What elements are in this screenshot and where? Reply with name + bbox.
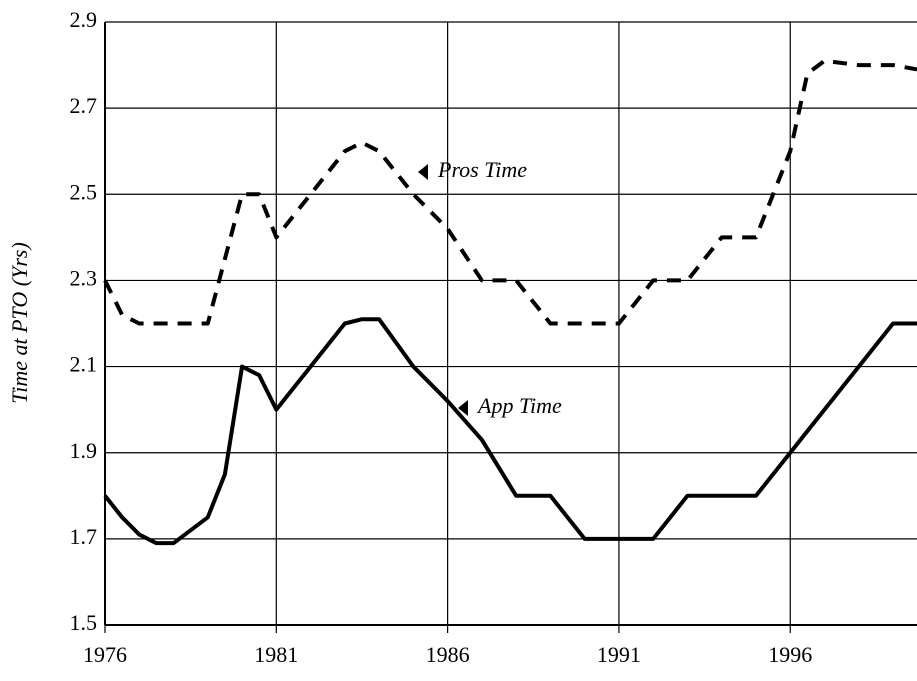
y-tick-label: 2.3 [70, 265, 98, 290]
y-tick-label: 2.5 [70, 179, 98, 204]
x-tick-label: 1991 [597, 642, 641, 667]
annotation-arrow [418, 164, 428, 180]
y-tick-label: 2.1 [70, 352, 98, 377]
series-annotation: App Time [476, 393, 562, 418]
x-tick-label: 1986 [426, 642, 470, 667]
x-tick-label: 1996 [768, 642, 812, 667]
y-tick-label: 2.7 [70, 93, 98, 118]
y-tick-label: 1.7 [70, 524, 98, 549]
series-line [103, 317, 917, 546]
y-tick-label: 1.9 [70, 438, 98, 463]
x-tick-label: 1976 [83, 642, 127, 667]
annotation-arrow [458, 400, 468, 416]
series-annotation: Pros Time [437, 157, 527, 182]
y-tick-label: 2.9 [70, 7, 98, 32]
x-tick-label: 1981 [254, 642, 298, 667]
series-line [103, 58, 917, 326]
y-axis-label: Time at PTO (Yrs) [7, 242, 32, 404]
y-tick-label: 1.5 [70, 610, 98, 635]
